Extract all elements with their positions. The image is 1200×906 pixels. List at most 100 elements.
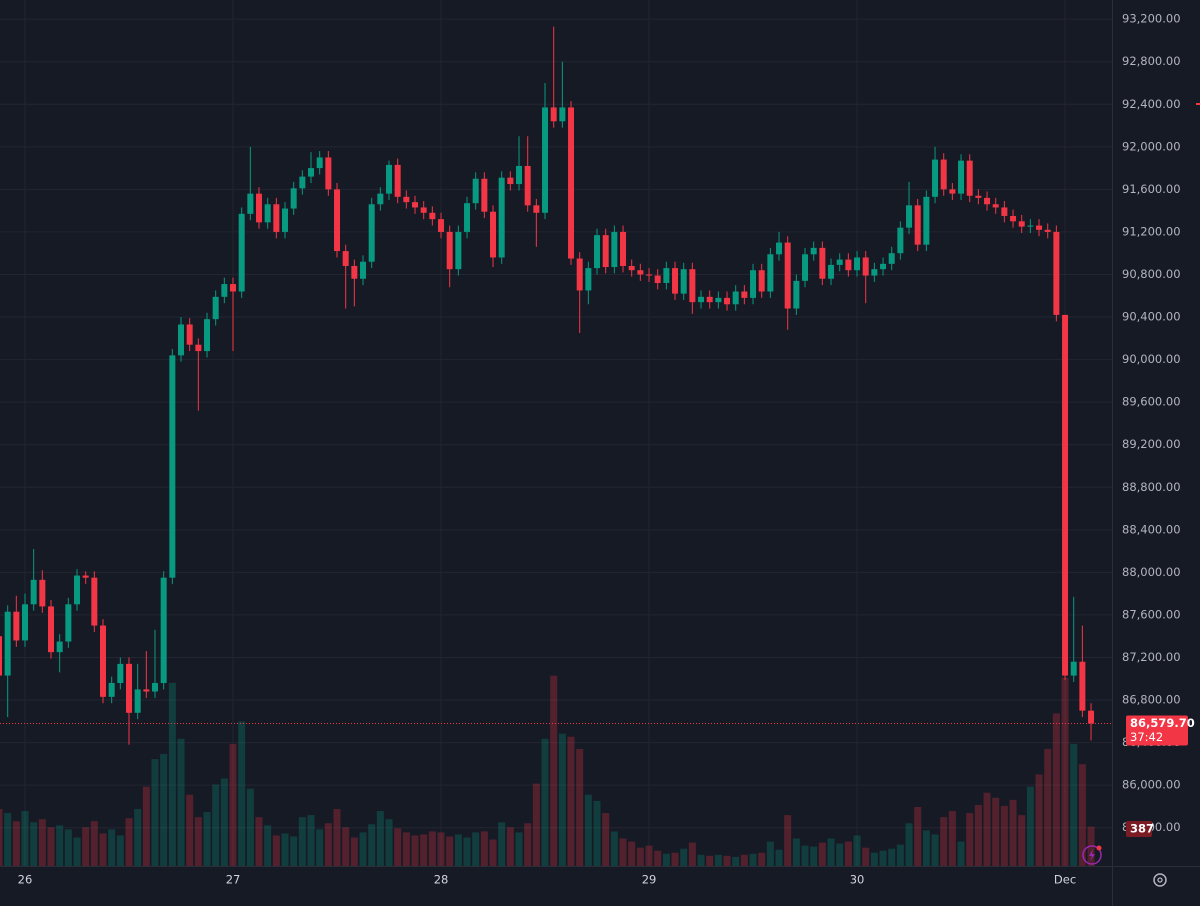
candle-body [360, 261, 367, 279]
volume-bar [160, 754, 168, 866]
volume-bar [151, 759, 159, 866]
volume-bar [662, 853, 670, 866]
candle-body [178, 324, 185, 356]
volume-bar [437, 832, 445, 866]
volume-bar [758, 852, 766, 866]
candle-body [230, 284, 237, 292]
y-tick-label: 91,200.00 [1122, 224, 1181, 238]
candle-body [975, 195, 982, 198]
y-tick-label: 92,000.00 [1122, 139, 1181, 153]
candle-body [550, 107, 557, 122]
candle-body [117, 663, 124, 684]
candle-body [282, 208, 289, 232]
candle-body [13, 611, 20, 641]
y-tick-label: 93,200.00 [1122, 12, 1181, 26]
volume-bar [801, 845, 809, 866]
icon-ring [1082, 845, 1102, 865]
candle-body [256, 193, 263, 223]
volume-bar [697, 854, 705, 866]
volume-bar [931, 834, 939, 866]
candle-body [862, 257, 869, 276]
candle-body [802, 254, 809, 281]
volume-bar [1044, 748, 1052, 866]
candle-body [48, 606, 55, 653]
volume-bar [298, 817, 306, 866]
candle-body [74, 575, 81, 605]
volume-bar [0, 809, 3, 866]
candle-body [1070, 661, 1077, 676]
volume-bar [671, 852, 679, 866]
volume-bar [610, 831, 618, 866]
candle-body [1001, 207, 1008, 216]
volume-bar [1035, 774, 1043, 866]
candle-body [750, 270, 757, 298]
volume-bar [749, 853, 757, 866]
candle-body [585, 268, 592, 291]
volume-bar [342, 827, 350, 866]
candle-body [620, 231, 627, 266]
candle-body [221, 284, 228, 297]
volume-bar [420, 834, 428, 866]
y-tick-label: 89,200.00 [1122, 437, 1181, 451]
volume-bar [957, 841, 965, 866]
volume-bar [775, 849, 783, 866]
candle-body [663, 268, 670, 283]
volume-bar [870, 852, 878, 866]
axis-layer: 85,600.0086,000.0086,400.0086,800.0087,2… [18, 12, 1195, 887]
candle-body [949, 189, 956, 194]
candle-body [30, 579, 37, 605]
y-tick-label: 91,600.00 [1122, 182, 1181, 196]
volume-bar [766, 841, 774, 866]
volume-bar [636, 847, 644, 866]
volume-bar [905, 823, 913, 866]
candle-body [940, 159, 947, 190]
volume-bar [498, 822, 506, 866]
x-tick-label: 30 [850, 873, 865, 887]
candle-body [386, 164, 393, 194]
volume-bar [550, 675, 558, 866]
volume-bar [99, 833, 107, 866]
volume-bar [64, 829, 72, 866]
volume-bar [914, 806, 922, 866]
volume-bar [324, 823, 332, 866]
volume-bar [402, 832, 410, 866]
candle-body [637, 270, 644, 275]
volume-bar [723, 855, 731, 866]
last-price-label: 86,579.70 [1130, 716, 1195, 730]
candle-body [394, 164, 401, 197]
volume-bar [680, 848, 688, 866]
y-tick-label: 87,600.00 [1122, 607, 1181, 621]
volume-bar [229, 743, 237, 866]
candle-body [56, 641, 63, 653]
candle-body [342, 251, 349, 266]
candle-body [845, 259, 852, 271]
volume-bar [1026, 786, 1034, 866]
volume-bar [784, 815, 792, 866]
candle-body [966, 160, 973, 196]
icon-dot [1096, 845, 1102, 851]
candle-body [446, 231, 453, 270]
candle-body [108, 683, 115, 697]
candle-body [91, 577, 98, 626]
lightning-icon[interactable] [1082, 845, 1102, 865]
volume-bar [194, 817, 202, 866]
settings-icon[interactable] [1153, 873, 1167, 887]
x-tick-label: 27 [226, 873, 241, 887]
volume-bar [1061, 677, 1069, 866]
candle-body [334, 189, 341, 252]
icon-bolt [1089, 849, 1095, 861]
candle-body [784, 242, 791, 309]
candle-body [490, 211, 497, 258]
candle-body [316, 157, 323, 169]
volume-bar [38, 819, 46, 866]
volume-bar [168, 682, 176, 866]
y-tick-label: 88,400.00 [1122, 522, 1181, 536]
volume-bar [1052, 713, 1060, 866]
volume-bar [896, 844, 904, 866]
candle-body [698, 296, 705, 303]
candle-body [828, 264, 835, 279]
y-tick-label: 90,400.00 [1122, 310, 1181, 324]
volume-bar [238, 721, 246, 866]
volume-bar [1009, 799, 1017, 866]
candle-body [1062, 314, 1069, 676]
